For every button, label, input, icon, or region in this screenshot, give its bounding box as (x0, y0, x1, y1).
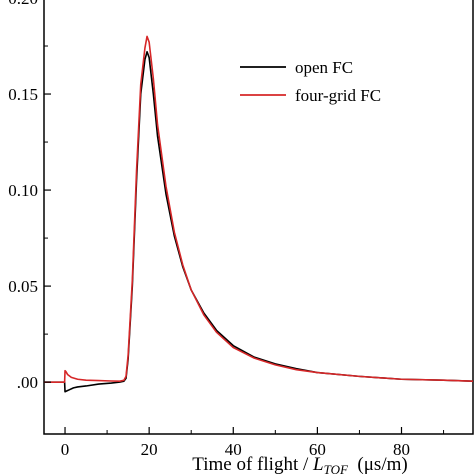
plot-area: 0 20 40 60 80 .00 0.05 0.10 0.15 0.20 (8, 0, 474, 459)
x-axis-ticks: 0 20 40 60 80 (61, 427, 445, 459)
x-tick-label: 60 (309, 440, 326, 459)
legend: open FC four-grid FC (240, 58, 381, 105)
series-layer (44, 35, 474, 393)
x-axis-title-symbol: L (312, 454, 324, 474)
x-tick-label: 40 (225, 440, 242, 459)
x-tick-label: 20 (141, 440, 158, 459)
x-axis-title-prefix: Time of flight / (192, 454, 313, 474)
series-line-1 (44, 35, 474, 383)
x-tick-label: 0 (61, 440, 70, 459)
x-axis-title-subscript: TOF (324, 462, 349, 474)
y-axis-ticks: .00 0.05 0.10 0.15 0.20 (8, 0, 51, 392)
y-tick-label: 0.15 (8, 85, 38, 104)
legend-label-1: four-grid FC (295, 86, 381, 105)
x-tick-label: 80 (393, 440, 410, 459)
y-tick-label: .00 (17, 373, 38, 392)
plot-frame (43, 0, 474, 435)
legend-label-0: open FC (295, 58, 353, 77)
series-line-0 (44, 50, 474, 393)
y-tick-label: 0.10 (8, 181, 38, 200)
x-axis-title: Time of flight / LTOF (μs/m) (192, 454, 407, 474)
y-tick-label: 0.05 (8, 277, 38, 296)
x-axis-title-unit: (μs/m) (348, 454, 408, 474)
y-tick-label: 0.20 (8, 0, 38, 8)
